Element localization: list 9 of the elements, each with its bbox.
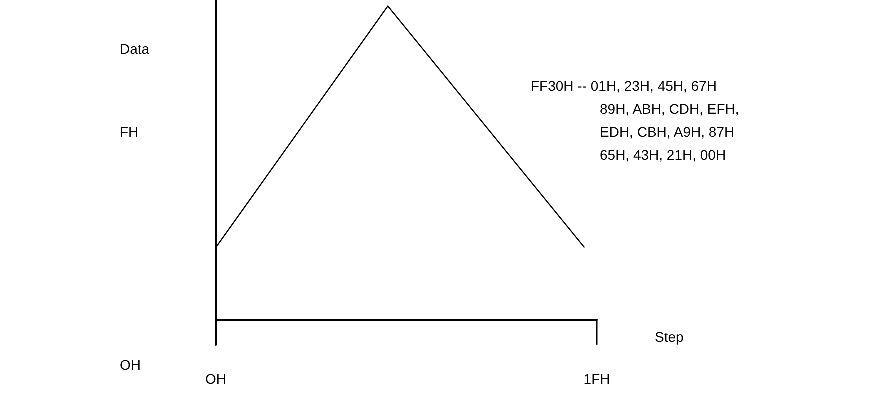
text: 65H, 43H, 21H, 00H [600,147,726,163]
text: EDH, CBH, A9H, 87H [600,124,735,140]
annotation: FF30H -- 01H, 23H, 45H, 67H [531,78,717,94]
x-axis-title: Step [655,329,684,345]
text: 89H, ABH, CDH, EFH, [600,101,740,117]
text: OH [120,357,141,373]
text: FH [120,124,139,140]
y-axis-title: Data [120,41,150,57]
x-tick-label: 1FH [584,371,610,387]
